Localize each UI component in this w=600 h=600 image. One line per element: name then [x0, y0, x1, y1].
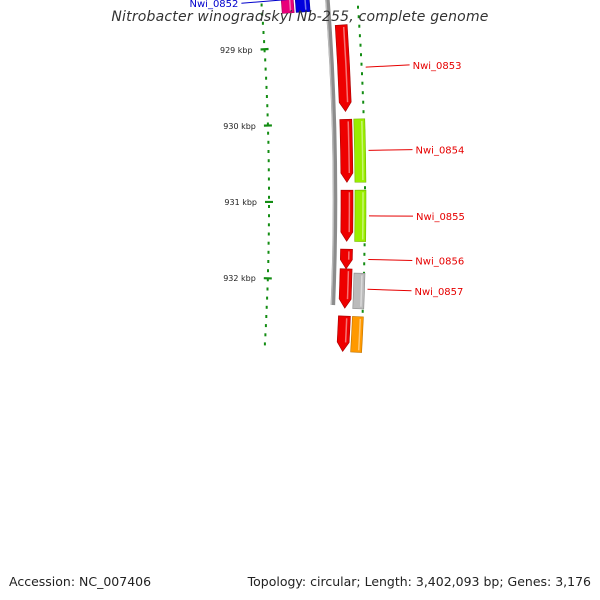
outer-gc-dot [361, 81, 364, 85]
inner-gc-dot [267, 168, 270, 172]
backbone-ring [325, 0, 338, 306]
outer-gc-dot [357, 5, 359, 9]
kbp-tick-label: 931 kbp [224, 198, 257, 207]
outer-gc-dot [357, 15, 360, 19]
kbp-tick-label: 932 kbp [223, 274, 256, 283]
inner-gc-dot [263, 342, 266, 346]
gene-arrow-nwi-0855[interactable] [340, 189, 354, 242]
map-title: Nitrobacter winogradskyi Nb-255, complet… [111, 9, 489, 25]
inner-gc-dot [267, 150, 270, 153]
inner-gc-dot [267, 241, 270, 245]
outer-gc-dot [361, 91, 364, 95]
gene-arrow-nwi-0852[interactable] [280, 0, 295, 14]
backbone-highlight [325, 0, 335, 305]
outer-gc-dot [360, 62, 363, 66]
cog-feature-block[interactable] [350, 316, 364, 353]
gene-label-nwi-0855[interactable]: Nwi_0855 [416, 212, 465, 223]
backbone-line [325, 0, 338, 306]
gene-label-leader [368, 149, 413, 151]
gene-arrow-nwi-0856[interactable] [340, 248, 353, 270]
outer-gc-dot [358, 34, 361, 38]
gene-label-nwi-0852[interactable]: Nwi_0852 [190, 0, 239, 10]
cog-feature-block[interactable] [352, 272, 366, 310]
inner-gc-dot [267, 140, 270, 144]
inner-gc-dot [267, 131, 270, 135]
gene-arrow-unlabeled[interactable] [336, 315, 351, 353]
inner-gc-dot [266, 287, 269, 291]
inner-gc-dot [263, 40, 266, 44]
inner-gc-dot [260, 3, 263, 7]
inner-gc-dot [266, 104, 269, 108]
inner-gc-dot [261, 21, 264, 25]
inner-gc-dot [267, 260, 270, 263]
gene-arrow-nwi-0854[interactable] [339, 118, 354, 183]
outer-gc-dot [361, 309, 364, 313]
cog-feature-block[interactable] [354, 189, 367, 242]
gene-label-nwi-0857[interactable]: Nwi_0857 [415, 287, 464, 298]
outer-gc-dot [360, 53, 362, 57]
inner-gc-dot [266, 122, 269, 126]
inner-gc-dot [262, 31, 265, 34]
inner-gc-dot [267, 177, 270, 181]
cog-feature-block[interactable] [353, 118, 367, 183]
kbp-tick-label: 930 kbp [223, 122, 256, 131]
inner-gc-dot [266, 278, 269, 282]
gene-arrow-nwi-0853[interactable] [334, 24, 352, 113]
inner-gc-dot [267, 269, 269, 273]
outer-gc-dot [362, 110, 365, 114]
outer-gc-dot [364, 186, 366, 190]
inner-gc-dot [265, 76, 268, 80]
inner-gc-dot [264, 324, 267, 328]
gene-ring [280, 0, 354, 353]
inner-gc-dot [268, 186, 270, 190]
inner-gc-dot [267, 232, 270, 236]
kbp-tick-label: 929 kbp [220, 46, 253, 55]
outer-gc-dot [359, 43, 362, 47]
gene-label-leader [368, 259, 413, 261]
inner-gc-dot [267, 250, 270, 254]
inner-gc-dot [267, 159, 270, 163]
gene-label-nwi-0853[interactable]: Nwi_0853 [413, 61, 462, 72]
inner-gc-dot [265, 315, 268, 318]
outer-gc-dot [363, 252, 366, 256]
inner-gc-dot [263, 49, 266, 53]
outer-gc-dot [363, 262, 366, 266]
inner-gc-dot [265, 305, 268, 309]
inner-gc-dot [265, 85, 268, 89]
gene-arrow-nwi-0851[interactable] [291, 0, 311, 13]
outer-gc-dot [358, 24, 361, 28]
inner-gc-dot [264, 58, 267, 62]
inner-gc-dot [264, 67, 267, 71]
outer-gc-dot [361, 72, 363, 76]
inner-gc-dot [268, 205, 270, 208]
inner-gc-dot [268, 195, 270, 199]
inner-gc-dot [267, 223, 270, 227]
genome-summary-text: Topology: circular; Length: 3,402,093 bp… [247, 574, 591, 589]
inner-gc-dot [261, 12, 264, 16]
accession-text: Accession: NC_007406 [9, 574, 152, 589]
gene-labels: Nwi_0848Nwi_0849Nwi_0850Nwi_0851Nwi_0852… [190, 0, 465, 298]
inner-gc-dot [265, 95, 268, 98]
inner-gc-dot [266, 113, 269, 117]
gene-label-nwi-0854[interactable]: Nwi_0854 [416, 146, 465, 157]
gene-label-leader [365, 64, 410, 68]
inner-gc-dot [268, 214, 270, 218]
gene-label-leader [367, 288, 412, 292]
outer-gc-dot [363, 243, 366, 247]
gene-label-nwi-0856[interactable]: Nwi_0856 [415, 257, 464, 268]
feature-ring [350, 118, 367, 353]
inner-gc-dot [266, 296, 269, 300]
inner-gc-dot [264, 333, 267, 337]
outer-gc-dot [362, 100, 365, 104]
gene-label-leader [241, 0, 288, 4]
gene-arrow-nwi-0857[interactable] [338, 268, 353, 309]
